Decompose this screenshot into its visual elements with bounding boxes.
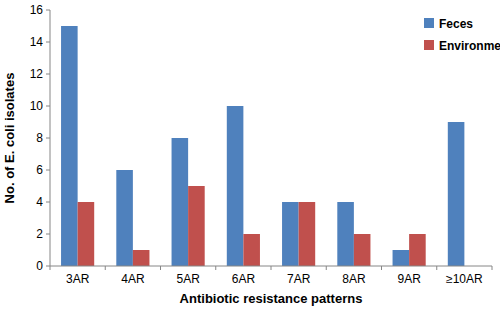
y-tick (46, 202, 50, 203)
bar (78, 202, 95, 266)
y-axis-label: No. of E. coli isolates (2, 73, 17, 204)
y-tick-label: 16 (30, 3, 44, 17)
x-tick (50, 266, 51, 270)
bar (133, 250, 150, 266)
x-tick (160, 266, 161, 270)
y-tick-label: 10 (30, 99, 44, 113)
bar (393, 250, 410, 266)
x-tick-label: 3AR (66, 272, 90, 286)
y-tick (46, 138, 50, 139)
x-tick (381, 266, 382, 270)
y-tick (46, 170, 50, 171)
y-tick (46, 74, 50, 75)
y-tick-label: 8 (36, 131, 43, 145)
legend-label: Environment (439, 39, 500, 53)
chart-container: 0 2 4 6 8 10 12 14 16 3AR 4AR 5AR 6AR 7AR 8AR 9AR ≥10AR A… (0, 0, 500, 318)
bar (299, 202, 316, 266)
x-tick-label: 7AR (287, 272, 311, 286)
y-tick-label: 2 (36, 227, 43, 241)
legend-swatch (424, 18, 434, 28)
bar (188, 186, 205, 266)
x-tick-label: 6AR (232, 272, 256, 286)
x-axis-label: Antibiotic resistance patterns (180, 291, 363, 306)
y-tick-label: 6 (36, 163, 43, 177)
x-tick (105, 266, 106, 270)
bar (172, 138, 189, 266)
legend: Feces Environment (424, 17, 500, 53)
x-tick (492, 266, 493, 270)
y-tick (46, 266, 50, 267)
bar (337, 202, 354, 266)
x-tick (436, 266, 437, 270)
x-tick-label: ≥10AR (446, 272, 483, 286)
x-tick-label: 4AR (121, 272, 145, 286)
x-tick (326, 266, 327, 270)
y-tick-label: 14 (30, 35, 44, 49)
y-tick (46, 234, 50, 235)
bar (448, 122, 465, 266)
bar (354, 234, 371, 266)
x-tick (271, 266, 272, 270)
bars (61, 26, 464, 266)
y-tick-label: 4 (36, 195, 43, 209)
bar (116, 170, 133, 266)
x-tick-label: 5AR (176, 272, 200, 286)
y-tick (46, 42, 50, 43)
bar (61, 26, 78, 266)
y-tick (46, 10, 50, 11)
bar (243, 234, 260, 266)
legend-label: Feces (439, 17, 473, 31)
bar (282, 202, 299, 266)
y-tick-label: 0 (36, 259, 43, 273)
legend-swatch (424, 40, 434, 50)
bar (227, 106, 244, 266)
y-tick (46, 106, 50, 107)
x-tick (215, 266, 216, 270)
x-tick-label: 9AR (397, 272, 421, 286)
x-tick-label: 8AR (342, 272, 366, 286)
y-tick-label: 12 (30, 67, 44, 81)
bar (409, 234, 426, 266)
chart-svg: 0 2 4 6 8 10 12 14 16 3AR 4AR 5AR 6AR 7AR 8AR 9AR ≥10AR A… (0, 0, 500, 318)
